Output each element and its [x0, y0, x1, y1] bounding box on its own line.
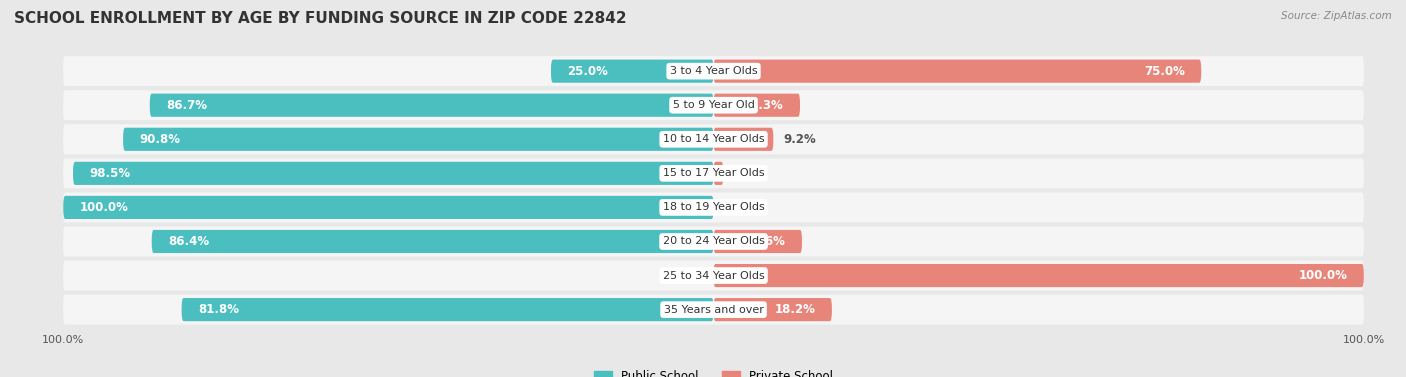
Text: 90.8%: 90.8%: [139, 133, 180, 146]
FancyBboxPatch shape: [63, 227, 1364, 256]
Text: 0.0%: 0.0%: [723, 201, 756, 214]
Text: 25.0%: 25.0%: [567, 64, 609, 78]
Text: 10 to 14 Year Olds: 10 to 14 Year Olds: [662, 134, 765, 144]
FancyBboxPatch shape: [63, 261, 1364, 291]
FancyBboxPatch shape: [124, 128, 713, 151]
Text: SCHOOL ENROLLMENT BY AGE BY FUNDING SOURCE IN ZIP CODE 22842: SCHOOL ENROLLMENT BY AGE BY FUNDING SOUR…: [14, 11, 627, 26]
Text: 13.3%: 13.3%: [742, 99, 783, 112]
FancyBboxPatch shape: [63, 90, 1364, 120]
Text: 5 to 9 Year Old: 5 to 9 Year Old: [672, 100, 755, 110]
FancyBboxPatch shape: [152, 230, 713, 253]
Text: 75.0%: 75.0%: [1144, 64, 1185, 78]
Text: 35 Years and over: 35 Years and over: [664, 305, 763, 315]
FancyBboxPatch shape: [63, 192, 1364, 222]
FancyBboxPatch shape: [63, 295, 1364, 325]
FancyBboxPatch shape: [713, 93, 800, 117]
Text: 9.2%: 9.2%: [783, 133, 815, 146]
FancyBboxPatch shape: [181, 298, 713, 321]
FancyBboxPatch shape: [713, 128, 773, 151]
Legend: Public School, Private School: Public School, Private School: [589, 366, 838, 377]
FancyBboxPatch shape: [63, 56, 1364, 86]
Text: 13.6%: 13.6%: [745, 235, 786, 248]
FancyBboxPatch shape: [713, 298, 832, 321]
Text: 100.0%: 100.0%: [80, 201, 128, 214]
FancyBboxPatch shape: [63, 158, 1364, 188]
Text: Source: ZipAtlas.com: Source: ZipAtlas.com: [1281, 11, 1392, 21]
Text: 100.0%: 100.0%: [1299, 269, 1347, 282]
Text: 1.5%: 1.5%: [733, 167, 766, 180]
FancyBboxPatch shape: [63, 124, 1364, 154]
FancyBboxPatch shape: [63, 196, 713, 219]
Text: 86.4%: 86.4%: [167, 235, 209, 248]
Text: 20 to 24 Year Olds: 20 to 24 Year Olds: [662, 236, 765, 247]
Text: 25 to 34 Year Olds: 25 to 34 Year Olds: [662, 271, 765, 280]
FancyBboxPatch shape: [551, 60, 713, 83]
FancyBboxPatch shape: [713, 230, 801, 253]
FancyBboxPatch shape: [150, 93, 713, 117]
Text: 15 to 17 Year Olds: 15 to 17 Year Olds: [662, 169, 765, 178]
Text: 0.0%: 0.0%: [671, 269, 704, 282]
Text: 18.2%: 18.2%: [775, 303, 815, 316]
Text: 81.8%: 81.8%: [198, 303, 239, 316]
Text: 3 to 4 Year Olds: 3 to 4 Year Olds: [669, 66, 758, 76]
Text: 18 to 19 Year Olds: 18 to 19 Year Olds: [662, 202, 765, 212]
FancyBboxPatch shape: [713, 264, 1364, 287]
Text: 86.7%: 86.7%: [166, 99, 207, 112]
FancyBboxPatch shape: [713, 60, 1201, 83]
FancyBboxPatch shape: [713, 162, 723, 185]
FancyBboxPatch shape: [73, 162, 713, 185]
Text: 98.5%: 98.5%: [89, 167, 131, 180]
